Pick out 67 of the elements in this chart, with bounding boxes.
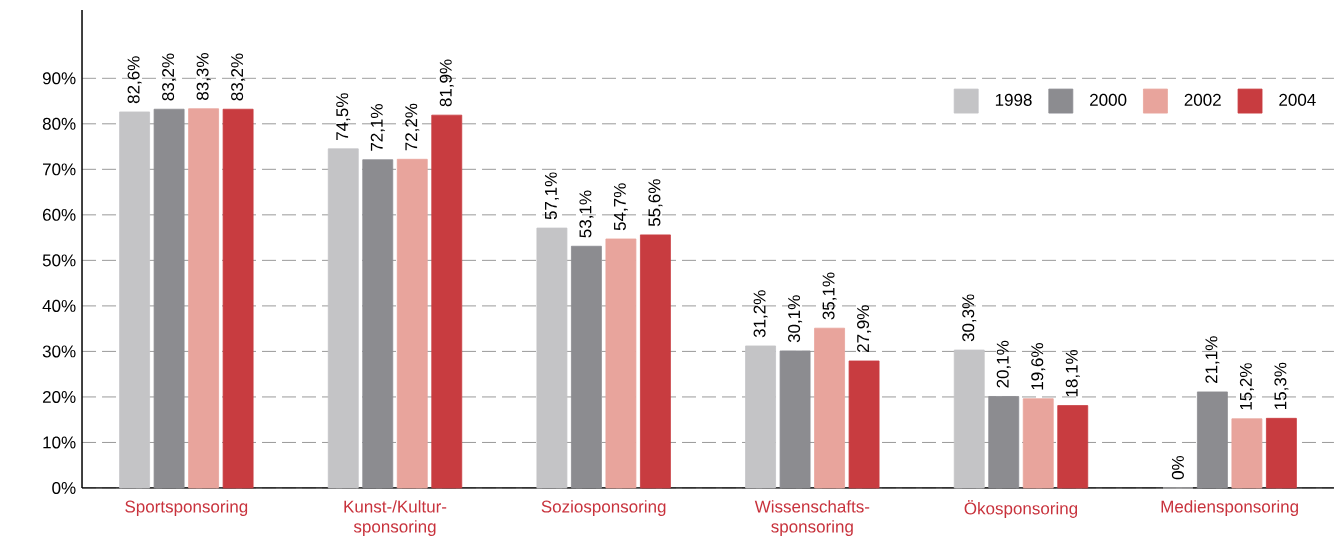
- data-label: 18,1%: [1065, 349, 1080, 397]
- data-label: 72,2%: [405, 103, 420, 151]
- y-tick-label: 70%: [43, 163, 76, 176]
- data-label: 30,3%: [962, 294, 977, 342]
- bar: [536, 227, 568, 489]
- data-label: 72,1%: [370, 104, 385, 151]
- data-label: 83,2%: [162, 53, 177, 101]
- y-tick-label: 40%: [42, 299, 76, 312]
- data-label: 15,3%: [1274, 362, 1289, 409]
- y-tick-label: 20%: [42, 390, 76, 403]
- bar: [640, 234, 671, 489]
- data-label: 81,9%: [439, 59, 454, 107]
- bar: [1022, 398, 1054, 489]
- bar: [988, 396, 1020, 489]
- bar: [779, 350, 811, 489]
- bar: [222, 108, 254, 489]
- data-label: 20,1%: [996, 340, 1011, 388]
- bar: [188, 108, 219, 489]
- x-tick-label: Wissenschafts-sponsoring: [754, 500, 870, 536]
- x-tick-label: Mediensponsoring: [1161, 500, 1298, 516]
- legend-label: 2000: [1090, 93, 1127, 106]
- data-label: 30,1%: [788, 295, 803, 343]
- x-tick-label: Sportsponsoring: [125, 500, 248, 516]
- data-label: 55,6%: [648, 179, 663, 227]
- bar: [953, 349, 985, 489]
- data-label: 19,6%: [1031, 343, 1046, 390]
- legend-label: 2004: [1279, 93, 1316, 106]
- legend-label: 2002: [1184, 93, 1221, 106]
- y-tick-label: 0%: [52, 481, 76, 495]
- bar: [119, 111, 150, 489]
- bar: [396, 158, 428, 489]
- data-label: 21,1%: [1205, 336, 1220, 383]
- bar: [1197, 391, 1228, 489]
- y-tick-label: 10%: [43, 436, 76, 449]
- bar: [1057, 405, 1089, 489]
- bar: [814, 327, 845, 489]
- data-label: 83,3%: [196, 53, 211, 100]
- data-label: 0%: [1171, 455, 1184, 480]
- y-tick-label: 30%: [42, 345, 76, 358]
- bar: [1231, 418, 1263, 489]
- y-tick-label: 90%: [42, 72, 76, 85]
- data-label: 54,7%: [613, 183, 628, 231]
- bar: [327, 148, 359, 489]
- data-label: 27,9%: [857, 305, 872, 353]
- bar: [848, 360, 880, 489]
- data-label: 82,6%: [127, 56, 142, 104]
- data-label: 53,1%: [579, 190, 594, 238]
- data-label: 74,5%: [336, 93, 351, 140]
- bar: [745, 345, 776, 489]
- x-tick-label: Soziosponsoring: [541, 500, 666, 516]
- data-label: 15,2%: [1239, 363, 1254, 410]
- y-tick-label: 80%: [42, 117, 76, 130]
- legend-label: 1998: [995, 93, 1032, 106]
- bar: [431, 114, 463, 489]
- x-tick-label: Kunst-/Kultur-sponsoring: [344, 500, 447, 536]
- bar: [571, 245, 602, 489]
- bar: [1266, 417, 1297, 489]
- bar: [362, 159, 394, 489]
- data-label: 57,1%: [544, 172, 559, 220]
- data-label: 83,2%: [231, 53, 246, 101]
- data-label: 35,1%: [822, 272, 837, 320]
- x-tick-label: Ökosponsoring: [964, 500, 1078, 518]
- y-tick-label: 60%: [42, 208, 76, 221]
- y-tick-label: 50%: [42, 254, 76, 267]
- data-label: 31,2%: [753, 290, 768, 338]
- bar: [605, 238, 637, 489]
- bar: [153, 108, 185, 489]
